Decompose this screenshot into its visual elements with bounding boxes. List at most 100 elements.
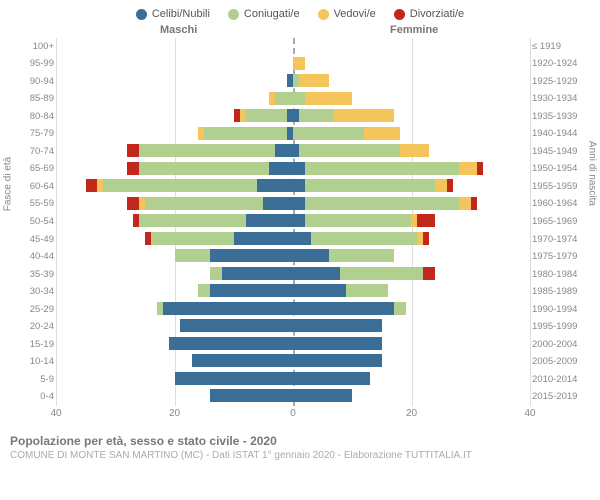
female-bar: [293, 354, 530, 367]
bar-seg-married: [299, 109, 335, 122]
rows: [56, 38, 530, 406]
legend-swatch: [136, 9, 147, 20]
birth-year-label: 1940-1944: [532, 128, 590, 139]
bar-seg-single: [163, 302, 293, 315]
bar-seg-married: [246, 109, 287, 122]
age-row: [56, 388, 530, 406]
age-label: 100+: [12, 41, 54, 52]
male-bar: [56, 302, 293, 315]
age-label: 35-39: [12, 269, 54, 280]
bar-seg-married: [305, 162, 459, 175]
age-label: 85-89: [12, 93, 54, 104]
grid-line: [530, 38, 531, 406]
bar-seg-single: [293, 249, 329, 262]
legend-item: Coniugati/e: [228, 8, 300, 20]
bar-seg-married: [139, 144, 275, 157]
age-row: [56, 196, 530, 214]
age-label: 0-4: [12, 391, 54, 402]
age-row: [56, 56, 530, 74]
age-row: [56, 231, 530, 249]
birth-year-label: 1955-1959: [532, 181, 590, 192]
bar-seg-married: [305, 179, 435, 192]
plot-area: Fasce di età Anni di nascita 402002040 1…: [10, 38, 590, 428]
birth-year-label: 1970-1974: [532, 234, 590, 245]
age-label: 80-84: [12, 111, 54, 122]
bar-seg-divorced: [86, 179, 98, 192]
birth-year-label: 1980-1984: [532, 269, 590, 280]
bar-seg-single: [275, 144, 293, 157]
bar-seg-single: [293, 372, 370, 385]
female-bar: [293, 249, 530, 262]
bar-seg-married: [198, 284, 210, 297]
male-bar: [56, 109, 293, 122]
legend-swatch: [394, 9, 405, 20]
female-bar: [293, 337, 530, 350]
female-bar: [293, 214, 530, 227]
birth-year-label: 1920-1924: [532, 58, 590, 69]
legend-item: Divorziati/e: [394, 8, 464, 20]
age-label: 70-74: [12, 146, 54, 157]
bar-seg-married: [346, 284, 387, 297]
gender-labels: Maschi Femmine: [10, 24, 590, 38]
female-bar: [293, 144, 530, 157]
bar-seg-single: [293, 267, 340, 280]
male-bar: [56, 354, 293, 367]
age-label: 40-44: [12, 251, 54, 262]
birth-year-label: 1990-1994: [532, 304, 590, 315]
age-label: 60-64: [12, 181, 54, 192]
age-label: 30-34: [12, 286, 54, 297]
bar-seg-divorced: [447, 179, 453, 192]
bar-seg-single: [210, 249, 293, 262]
age-row: [56, 38, 530, 56]
bar-seg-single: [222, 267, 293, 280]
legend-label: Divorziati/e: [410, 8, 464, 20]
x-tick: 20: [406, 408, 417, 419]
male-bar: [56, 57, 293, 70]
bar-seg-widowed: [334, 109, 393, 122]
age-label: 5-9: [12, 374, 54, 385]
x-tick: 40: [50, 408, 61, 419]
male-bar: [56, 232, 293, 245]
bar-seg-single: [269, 162, 293, 175]
age-row: [56, 143, 530, 161]
bar-seg-married: [394, 302, 406, 315]
birth-year-label: ≤ 1919: [532, 41, 590, 52]
bar-seg-widowed: [400, 144, 430, 157]
male-bar: [56, 389, 293, 402]
age-row: [56, 108, 530, 126]
male-bar: [56, 337, 293, 350]
chart-title: Popolazione per età, sesso e stato civil…: [10, 434, 590, 448]
female-bar: [293, 39, 530, 52]
age-row: [56, 266, 530, 284]
bar-seg-widowed: [435, 179, 447, 192]
age-label: 75-79: [12, 128, 54, 139]
bar-seg-widowed: [299, 74, 329, 87]
bar-seg-single: [234, 232, 293, 245]
bar-seg-married: [311, 232, 418, 245]
bar-seg-married: [139, 162, 269, 175]
male-bar: [56, 267, 293, 280]
bar-seg-divorced: [417, 214, 435, 227]
bar-seg-single: [293, 337, 382, 350]
bar-seg-married: [151, 232, 234, 245]
birth-year-label: 1960-1964: [532, 198, 590, 209]
age-row: [56, 371, 530, 389]
birth-year-label: 2015-2019: [532, 391, 590, 402]
female-bar: [293, 92, 530, 105]
bar-seg-single: [175, 372, 294, 385]
birth-year-label: 1945-1949: [532, 146, 590, 157]
female-label: Femmine: [390, 24, 438, 36]
x-tick: 40: [524, 408, 535, 419]
chart-subtitle: COMUNE DI MONTE SAN MARTINO (MC) - Dati …: [10, 450, 590, 461]
birth-year-label: 2005-2009: [532, 356, 590, 367]
bar-seg-single: [180, 319, 293, 332]
x-tick: 20: [169, 408, 180, 419]
bar-seg-married: [103, 179, 257, 192]
bar-seg-widowed: [293, 57, 305, 70]
x-axis: 402002040: [56, 408, 530, 426]
legend-item: Celibi/Nubili: [136, 8, 210, 20]
male-bar: [56, 249, 293, 262]
birth-year-label: 2000-2004: [532, 339, 590, 350]
bar-seg-single: [257, 179, 293, 192]
legend: Celibi/NubiliConiugati/eVedovi/eDivorzia…: [10, 8, 590, 20]
